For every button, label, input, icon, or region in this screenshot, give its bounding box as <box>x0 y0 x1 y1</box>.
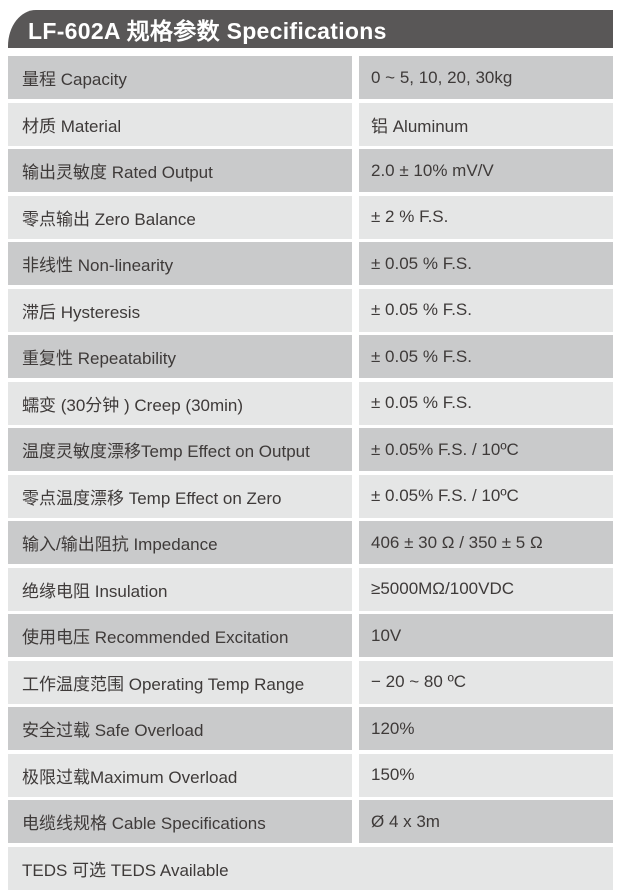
spec-value: ± 0.05 % F.S. <box>359 335 613 378</box>
spec-value: 10V <box>359 614 613 657</box>
spec-value: ± 0.05 % F.S. <box>359 288 613 332</box>
table-row: 绝缘电阻 Insulation ≥5000MΩ/100VDC <box>8 567 613 611</box>
spec-label: 使用电压 Recommended Excitation <box>8 614 352 657</box>
table-row: 量程 Capacity 0 ~ 5, 10, 20, 30kg <box>8 56 613 99</box>
table-row: 输出灵敏度 Rated Output 2.0 ± 10% mV/V <box>8 149 613 192</box>
table-row: 温度灵敏度漂移Temp Effect on Output ± 0.05% F.S.… <box>8 428 613 471</box>
spec-label: 工作温度范围 Operating Temp Range <box>8 660 352 704</box>
spec-label: 滞后 Hysteresis <box>8 288 352 332</box>
table-row: 零点温度漂移 Temp Effect on Zero ± 0.05% F.S. /… <box>8 474 613 518</box>
table-row: 使用电压 Recommended Excitation 10V <box>8 614 613 657</box>
spec-value: 2.0 ± 10% mV/V <box>359 149 613 192</box>
spec-value: 铝 Aluminum <box>359 102 613 146</box>
spec-header-banner: LF-602A 规格参数 Specifications <box>8 10 613 48</box>
table-row: 滞后 Hysteresis ± 0.05 % F.S. <box>8 288 613 332</box>
table-row: TEDS 可选 TEDS Available <box>8 846 613 890</box>
table-row: 输入/输出阻抗 Impedance 406 ± 30 Ω / 350 ± 5 Ω <box>8 521 613 564</box>
spec-value: − 20 ~ 80 ºC <box>359 660 613 704</box>
spec-label: 非线性 Non-linearity <box>8 242 352 285</box>
spec-label: 输入/输出阻抗 Impedance <box>8 521 352 564</box>
spec-value: ± 0.05 % F.S. <box>359 381 613 425</box>
spec-label: 材质 Material <box>8 102 352 146</box>
spec-label: 极限过载Maximum Overload <box>8 753 352 797</box>
table-row: 安全过载 Safe Overload 120% <box>8 707 613 750</box>
spec-label: 重复性 Repeatability <box>8 335 352 378</box>
table-row: 蠕变 (30分钟 ) Creep (30min) ± 0.05 % F.S. <box>8 381 613 425</box>
spec-label: 蠕变 (30分钟 ) Creep (30min) <box>8 381 352 425</box>
spec-value: ± 0.05 % F.S. <box>359 242 613 285</box>
table-row: 重复性 Repeatability ± 0.05 % F.S. <box>8 335 613 378</box>
spec-value: ± 0.05% F.S. / 10ºC <box>359 474 613 518</box>
spec-value: Ø 4 x 3m <box>359 800 613 843</box>
spec-label: 电缆线规格 Cable Specifications <box>8 800 352 843</box>
spec-label: 绝缘电阻 Insulation <box>8 567 352 611</box>
spec-value: ± 2 % F.S. <box>359 195 613 239</box>
spec-value: ± 0.05% F.S. / 10ºC <box>359 428 613 471</box>
spec-label: 零点温度漂移 Temp Effect on Zero <box>8 474 352 518</box>
spec-label: 安全过载 Safe Overload <box>8 707 352 750</box>
page-title: LF-602A 规格参数 Specifications <box>28 18 387 44</box>
table-row: 材质 Material 铝 Aluminum <box>8 102 613 146</box>
table-row: 电缆线规格 Cable Specifications Ø 4 x 3m <box>8 800 613 843</box>
spec-label: 温度灵敏度漂移Temp Effect on Output <box>8 428 352 471</box>
table-row: 工作温度范围 Operating Temp Range − 20 ~ 80 ºC <box>8 660 613 704</box>
spec-value: ≥5000MΩ/100VDC <box>359 567 613 611</box>
spec-label: TEDS 可选 TEDS Available <box>8 846 613 890</box>
spec-value: 120% <box>359 707 613 750</box>
spec-label: 输出灵敏度 Rated Output <box>8 149 352 192</box>
spec-value: 0 ~ 5, 10, 20, 30kg <box>359 56 613 99</box>
spec-table: 量程 Capacity 0 ~ 5, 10, 20, 30kg 材质 Materia… <box>8 56 613 893</box>
spec-value: 406 ± 30 Ω / 350 ± 5 Ω <box>359 521 613 564</box>
spec-value: 150% <box>359 753 613 797</box>
spec-label: 量程 Capacity <box>8 56 352 99</box>
table-row: 非线性 Non-linearity ± 0.05 % F.S. <box>8 242 613 285</box>
spec-label: 零点输出 Zero Balance <box>8 195 352 239</box>
table-row: 极限过载Maximum Overload 150% <box>8 753 613 797</box>
table-row: 零点输出 Zero Balance ± 2 % F.S. <box>8 195 613 239</box>
